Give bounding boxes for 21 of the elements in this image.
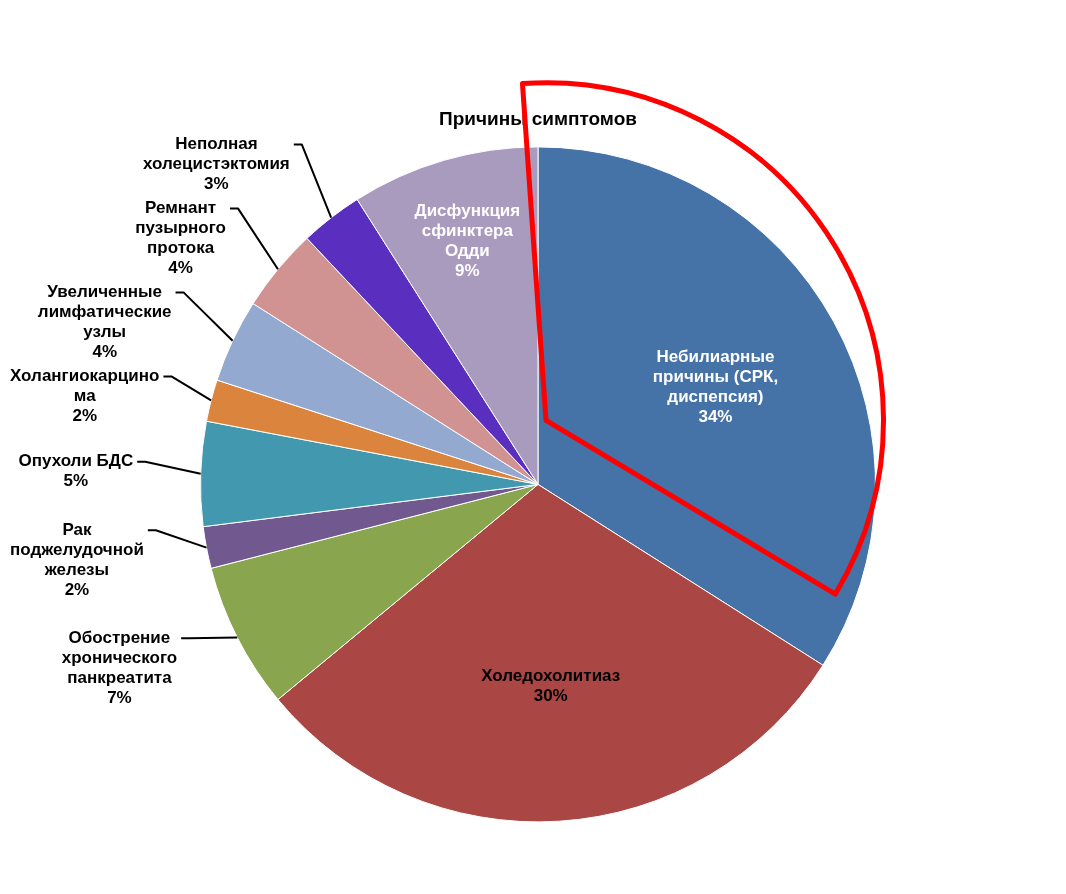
data-label: 7% — [107, 687, 132, 707]
slice-label: Холедохолитиаз — [481, 666, 621, 686]
slice-label: Ремнант пузырного протока — [135, 198, 226, 258]
slice-label: Увеличенные лимфатические узлы — [37, 282, 172, 342]
slice-label: Неполная холецистэктомия — [142, 134, 290, 174]
slice-label: Холангиокарцинома — [10, 366, 160, 406]
slice-label: Обострение хронического панкреатита — [61, 627, 178, 687]
slice-label: Рак поджелудочной железы — [9, 519, 144, 579]
data-label: 4% — [168, 258, 193, 278]
slice-label: Небилиарные причины (СРК, диспепсия) — [652, 346, 779, 406]
data-label: 5% — [63, 471, 89, 491]
data-label: 3% — [204, 174, 229, 194]
slice-label: Опухоли БДС — [18, 451, 134, 471]
slice-label: Дисфункция сфинктера Одди — [414, 201, 521, 261]
data-label: 4% — [92, 342, 117, 362]
data-label: 30% — [533, 686, 568, 706]
data-label: 2% — [72, 406, 97, 426]
data-label: 34% — [698, 406, 733, 426]
data-label: 2% — [64, 579, 90, 599]
data-label: 9% — [455, 261, 480, 281]
chart-title: Причины симптомов — [439, 107, 637, 129]
